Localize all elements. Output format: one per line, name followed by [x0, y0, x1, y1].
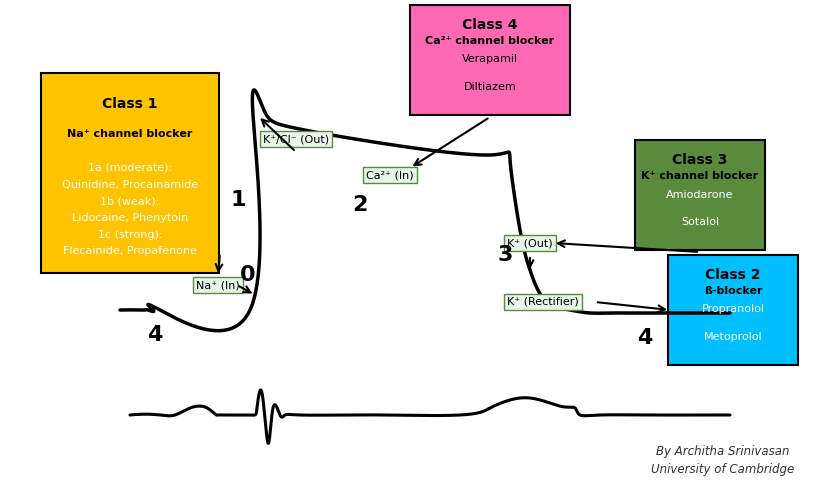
Text: Metoprolol: Metoprolol [704, 332, 763, 342]
Text: Class 2: Class 2 [706, 268, 761, 282]
Text: 3: 3 [497, 245, 513, 265]
Text: Amiodarone: Amiodarone [666, 190, 734, 200]
Text: ß-blocker: ß-blocker [704, 286, 762, 296]
Text: Verapamil: Verapamil [462, 54, 518, 64]
Text: 2: 2 [352, 195, 368, 215]
FancyBboxPatch shape [410, 5, 570, 115]
FancyBboxPatch shape [668, 255, 798, 365]
Text: Sotalol: Sotalol [681, 217, 719, 227]
Text: Diltiazem: Diltiazem [464, 82, 516, 92]
Text: Quinidine, Procainamide: Quinidine, Procainamide [62, 180, 198, 190]
Text: Lidocaine, Phenytoin: Lidocaine, Phenytoin [72, 213, 188, 223]
Text: Ca²⁺ channel blocker: Ca²⁺ channel blocker [426, 36, 554, 46]
Text: Class 1: Class 1 [102, 97, 158, 111]
Text: 0: 0 [240, 265, 256, 285]
Text: 4: 4 [637, 328, 652, 348]
Text: Class 3: Class 3 [672, 153, 728, 167]
Text: By Architha Srinivasan
University of Cambridge: By Architha Srinivasan University of Cam… [652, 444, 794, 476]
Text: Propranolol: Propranolol [701, 304, 764, 314]
Text: Ca²⁺ (In): Ca²⁺ (In) [366, 170, 414, 180]
Text: K⁺ channel blocker: K⁺ channel blocker [642, 171, 759, 181]
Text: K⁺ (Rectifier): K⁺ (Rectifier) [507, 297, 579, 307]
Text: Class 4: Class 4 [462, 18, 518, 32]
FancyBboxPatch shape [41, 73, 219, 273]
Text: Na⁺ channel blocker: Na⁺ channel blocker [67, 129, 193, 139]
Text: 1a (moderate):: 1a (moderate): [88, 163, 172, 173]
Text: 4: 4 [147, 325, 163, 345]
Text: 1c (strong):: 1c (strong): [98, 230, 162, 239]
FancyBboxPatch shape [635, 140, 765, 250]
Text: 1: 1 [230, 190, 246, 210]
Text: K⁺ (Out): K⁺ (Out) [507, 238, 553, 248]
Text: 1b (weak):: 1b (weak): [100, 196, 159, 206]
Text: Na⁺ (In): Na⁺ (In) [196, 280, 240, 290]
Text: K⁺/Cl⁻ (Out): K⁺/Cl⁻ (Out) [263, 134, 329, 144]
Text: Flecainide, Propafenone: Flecainide, Propafenone [63, 246, 197, 256]
